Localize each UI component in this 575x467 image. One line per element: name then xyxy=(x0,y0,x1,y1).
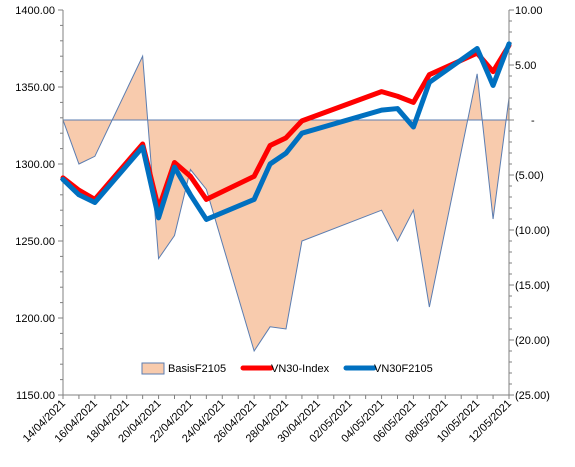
right-axis-tick-label: - xyxy=(531,115,535,127)
right-axis-tick-label: (25.00) xyxy=(515,390,550,402)
right-axis-tick-labels: (25.00) (20.00) (15.00) (10.00) (5.00) - 5.00 1… xyxy=(515,5,550,402)
index-lines-layer xyxy=(60,41,512,222)
left-axis-tick-labels: 1150.00 1200.00 1250.00 1300.00 1350.00 1400.… xyxy=(15,5,55,402)
left-axis-tick-label: 1150.00 xyxy=(16,390,55,402)
legend-label-vn30f2105: VN30F2105 xyxy=(374,363,433,375)
legend: BasisF2105 VN30-Index VN30F2105 xyxy=(141,362,433,375)
left-axis-tick-label: 1350.00 xyxy=(15,82,55,94)
basis-area-fill xyxy=(63,56,509,351)
series-line-vn30f2105 xyxy=(60,41,512,222)
left-axis-tick-label: 1400.00 xyxy=(15,5,55,17)
right-axis-tick-label: (15.00) xyxy=(515,280,550,292)
series-line-vn30-index xyxy=(60,42,512,212)
basis-area-outline xyxy=(62,54,510,353)
right-axis-tick-label: 10.00 xyxy=(515,5,543,17)
legend-swatch-basis xyxy=(141,362,165,375)
legend-label-basis: BasisF2105 xyxy=(168,363,226,375)
left-axis-tick-label: 1200.00 xyxy=(15,313,55,325)
right-axis-tick-label: (20.00) xyxy=(515,335,550,347)
legend-label-vn30-index: VN30-Index xyxy=(271,363,330,375)
right-axis-tick-label: (5.00) xyxy=(515,170,544,182)
left-axis-tick-label: 1300.00 xyxy=(15,159,55,171)
basis-area-layer xyxy=(62,54,510,353)
right-axis-tick-label: (10.00) xyxy=(515,225,550,237)
axes-layer xyxy=(58,9,514,399)
left-axis-tick-label: 1250.00 xyxy=(15,236,55,248)
right-axis-tick-label: 5.00 xyxy=(515,60,536,72)
x-axis-tick-labels: 14/04/202116/04/202118/04/202120/04/2021… xyxy=(21,398,514,445)
